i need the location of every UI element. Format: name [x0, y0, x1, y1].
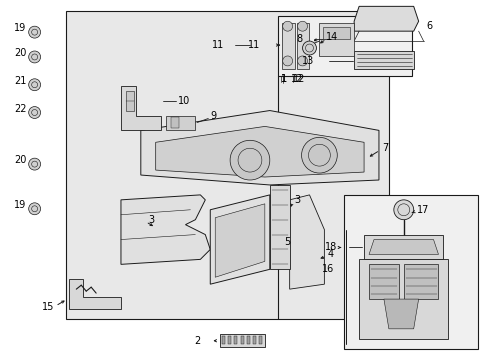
Circle shape [29, 158, 41, 170]
Circle shape [297, 21, 307, 31]
Polygon shape [353, 51, 413, 69]
Circle shape [297, 56, 307, 66]
Polygon shape [210, 195, 269, 284]
Circle shape [29, 107, 41, 118]
Bar [258, 336, 262, 344]
Polygon shape [215, 204, 264, 277]
Text: 5: 5 [283, 237, 289, 247]
Text: 14: 14 [325, 32, 338, 42]
Polygon shape [364, 235, 443, 260]
Text: 9: 9 [210, 112, 216, 121]
Text: 17: 17 [416, 205, 428, 215]
Polygon shape [368, 264, 398, 299]
Polygon shape [126, 91, 134, 111]
Text: 18: 18 [325, 243, 337, 252]
Circle shape [230, 140, 269, 180]
Text: 6: 6 [426, 21, 432, 31]
Polygon shape [403, 264, 438, 299]
Polygon shape [353, 6, 418, 31]
Circle shape [29, 203, 41, 215]
Polygon shape [155, 126, 364, 177]
Text: 10: 10 [177, 96, 189, 105]
Circle shape [29, 26, 41, 38]
Circle shape [302, 41, 316, 55]
Polygon shape [281, 23, 294, 69]
Text: 15: 15 [42, 302, 54, 312]
Bar [246, 336, 249, 344]
Text: 8: 8 [296, 34, 302, 44]
Bar [240, 336, 243, 344]
Polygon shape [121, 195, 210, 264]
Text: 11: 11 [211, 40, 224, 50]
Bar [277, 16, 411, 76]
Bar [252, 336, 255, 344]
Text: 2: 2 [194, 336, 200, 346]
Text: 1: 1 [280, 74, 286, 84]
Text: 1: 1 [280, 74, 286, 84]
Bar [66, 11, 388, 319]
Text: 21: 21 [14, 76, 27, 86]
Polygon shape [323, 27, 349, 39]
Text: 12: 12 [290, 74, 303, 84]
Text: 3: 3 [294, 195, 300, 205]
Polygon shape [69, 279, 121, 309]
Bar [228, 336, 231, 344]
Circle shape [301, 137, 337, 173]
Text: 16: 16 [322, 264, 334, 274]
Circle shape [29, 51, 41, 63]
Text: 4: 4 [326, 249, 333, 260]
Bar [234, 336, 237, 344]
Text: 19: 19 [15, 23, 27, 33]
Polygon shape [319, 23, 353, 56]
Circle shape [29, 79, 41, 91]
Text: 3: 3 [148, 215, 155, 225]
Text: 11: 11 [247, 40, 259, 50]
Polygon shape [165, 116, 195, 130]
Text: 12: 12 [292, 74, 305, 84]
Polygon shape [220, 334, 264, 347]
Text: 7: 7 [381, 143, 387, 153]
Bar [222, 336, 224, 344]
Polygon shape [269, 185, 289, 269]
Text: 20: 20 [14, 48, 27, 58]
Text: 20: 20 [14, 155, 27, 165]
Circle shape [282, 21, 292, 31]
Bar [344, 195, 477, 349]
Text: 22: 22 [14, 104, 27, 113]
Polygon shape [141, 111, 378, 185]
Polygon shape [383, 299, 418, 329]
Polygon shape [296, 23, 309, 69]
Polygon shape [289, 195, 324, 289]
Polygon shape [170, 117, 178, 129]
Text: 13: 13 [302, 56, 314, 66]
Polygon shape [121, 86, 161, 130]
Polygon shape [368, 239, 438, 255]
Circle shape [393, 200, 413, 220]
Polygon shape [358, 260, 447, 339]
Circle shape [282, 56, 292, 66]
Text: 19: 19 [15, 200, 27, 210]
